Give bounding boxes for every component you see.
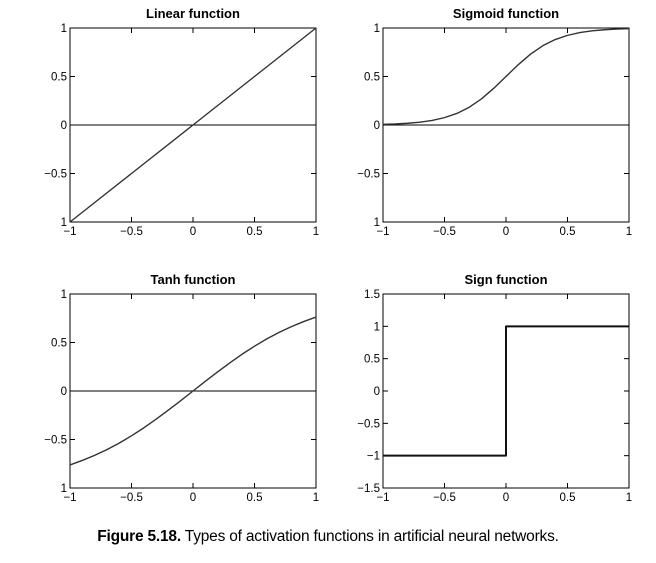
sigmoid-function-panel: Sigmoid function −1 −0.5 0 0.5 1 1 −0.5 0 0.5 1 bbox=[357, 6, 632, 238]
sigmoid-xtick-label-0: −1 bbox=[376, 226, 389, 238]
linear-function-panel: Linear function −1 −0.5 0 0.5 1 1 −0.5 0 0.5 1 bbox=[44, 6, 319, 238]
figure-caption-label: Figure 5.18. bbox=[97, 528, 181, 545]
activation-functions-figure: Linear function −1 −0.5 0 0.5 1 1 −0.5 0 0.5 1 Sig… bbox=[44, 6, 632, 504]
linear-ytick-label-3: 0.5 bbox=[51, 72, 67, 84]
tanh-xtick-label-2: 0 bbox=[190, 492, 196, 504]
linear-chart-title: Linear function bbox=[146, 6, 240, 21]
sign-ytick-label-3: 0 bbox=[374, 386, 380, 398]
tanh-xtick-label-1: −0.5 bbox=[120, 492, 143, 504]
sign-ytick-label-5: 1 bbox=[374, 321, 380, 333]
sigmoid-xtick-label-2: 0 bbox=[503, 226, 509, 238]
sign-ytick-label-6: 1.5 bbox=[364, 289, 380, 301]
sign-function-panel: Sign function−1 −0.5 0 0.5 1−1.5−1−0.500.511… bbox=[357, 272, 632, 504]
tanh-ytick-label-2: 0 bbox=[61, 386, 67, 398]
sign-ytick-label-4: 0.5 bbox=[364, 354, 380, 366]
linear-xtick-label-3: 0.5 bbox=[247, 226, 263, 238]
tanh-series-line-0 bbox=[69, 316, 317, 466]
sigmoid-xtick-label-3: 0.5 bbox=[560, 226, 576, 238]
sign-xtick-label-3: 0.5 bbox=[560, 492, 576, 504]
linear-xtick-label-1: −0.5 bbox=[120, 226, 143, 238]
tanh-xtick-label-0: −1 bbox=[63, 492, 76, 504]
sign-series-line-0 bbox=[383, 325, 629, 457]
tanh-ytick-label-4: 1 bbox=[61, 289, 67, 301]
tanh-xtick-label-3: 0.5 bbox=[247, 492, 263, 504]
sign-ytick-label-2: −0.5 bbox=[357, 418, 380, 430]
linear-ytick-label-0: 1 bbox=[61, 217, 67, 229]
figure-caption: Figure 5.18. Types of activation functio… bbox=[0, 528, 656, 546]
tanh-function-panel: Tanh function −1 −0.5 0 0.5 1 1 −0.5 0 0.5 1 bbox=[44, 272, 319, 504]
linear-xtick-label-0: −1 bbox=[63, 226, 76, 238]
sigmoid-ytick-label-3: 0.5 bbox=[364, 72, 380, 84]
sigmoid-xtick-label-4: 1 bbox=[626, 226, 632, 238]
sign-ytick-label-1: −1 bbox=[367, 451, 380, 463]
sigmoid-ytick-label-2: 0 bbox=[374, 120, 380, 132]
tanh-chart-title: Tanh function bbox=[151, 272, 236, 287]
sigmoid-series-line-0 bbox=[382, 27, 630, 126]
sign-xtick-label-1: −0.5 bbox=[433, 492, 456, 504]
linear-ytick-label-4: 1 bbox=[61, 23, 67, 35]
sigmoid-chart-title: Sigmoid function bbox=[453, 6, 559, 21]
sigmoid-ytick-label-4: 1 bbox=[374, 23, 380, 35]
linear-xtick-label-4: 1 bbox=[313, 226, 319, 238]
figure-caption-text: Types of activation functions in artific… bbox=[184, 528, 559, 545]
tanh-xtick-label-4: 1 bbox=[313, 492, 319, 504]
linear-ytick-label-2: 0 bbox=[61, 120, 67, 132]
sign-xtick-label-4: 1 bbox=[626, 492, 632, 504]
sign-xtick-label-2: 0 bbox=[503, 492, 509, 504]
linear-ytick-label-1: −0.5 bbox=[44, 169, 67, 181]
tanh-ytick-label-1: −0.5 bbox=[44, 435, 67, 447]
sign-ytick-label-0: −1.5 bbox=[357, 483, 380, 495]
sign-xtick-label-0: −1 bbox=[376, 492, 389, 504]
sigmoid-ytick-label-1: −0.5 bbox=[357, 169, 380, 181]
linear-series-line-0 bbox=[69, 27, 317, 223]
tanh-ytick-label-0: 1 bbox=[61, 483, 67, 495]
tanh-ytick-label-3: 0.5 bbox=[51, 338, 67, 350]
sigmoid-xtick-label-1: −0.5 bbox=[433, 226, 456, 238]
sign-chart-title: Sign function bbox=[464, 272, 547, 287]
linear-xtick-label-2: 0 bbox=[190, 226, 196, 238]
sigmoid-ytick-label-0: 1 bbox=[374, 217, 380, 229]
